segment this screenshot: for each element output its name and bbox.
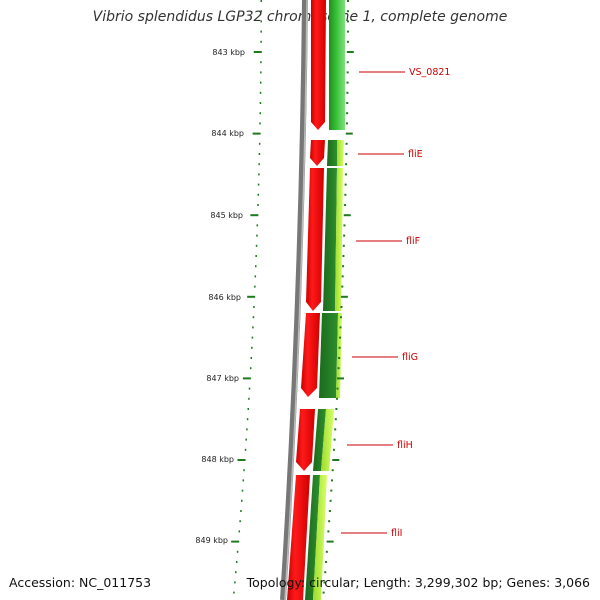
ruler-label: 849 kbp (195, 536, 228, 545)
gene-arrow-flii[interactable] (287, 475, 310, 600)
genome-title: Vibrio splendidus LGP32 chromosome 1, co… (92, 9, 508, 25)
ruler-labels: 843 kbp 844 kbp 845 kbp 846 kbp 847 kbp … (195, 48, 245, 545)
gene-label-vs0821[interactable]: VS_0821 (409, 67, 450, 78)
ruler-label: 848 kbp (201, 455, 234, 464)
band-flif-light (335, 168, 343, 311)
band-flih (313, 409, 326, 471)
chromosome-backbone (280, 0, 308, 600)
band-flig (319, 313, 338, 398)
gene-arrow-flie[interactable] (310, 140, 325, 166)
band-flig-light (336, 313, 342, 398)
ruler-ticks (231, 0, 262, 594)
strand-ticks (322, 0, 354, 594)
ruler-label: 847 kbp (206, 374, 239, 383)
band-flif (323, 168, 337, 311)
reverse-strand-genes (305, 0, 345, 600)
ruler-label: 843 kbp (212, 48, 245, 57)
gene-arrow-flif[interactable] (306, 168, 324, 311)
forward-strand-genes (287, 0, 326, 600)
gene-arrow-flig[interactable] (301, 313, 320, 397)
gene-arrow-flih[interactable] (296, 409, 315, 471)
ruler-label: 846 kbp (208, 293, 241, 302)
gene-leaders (341, 71, 405, 534)
gene-label-flii[interactable]: fliI (391, 528, 402, 539)
gene-label-flih[interactable]: fliH (397, 440, 413, 451)
chromosome-backbone-highlight (284, 0, 308, 600)
gene-arrow-vs0821[interactable] (311, 0, 326, 130)
gene-label-flie[interactable]: fliE (408, 149, 423, 160)
band-flih-light (321, 409, 334, 471)
band-flie-light (337, 140, 344, 166)
band-flie (327, 140, 337, 166)
gene-label-flig[interactable]: fliG (402, 352, 418, 363)
ruler-label: 845 kbp (210, 211, 243, 220)
accession-text: Accession: NC_011753 (9, 575, 152, 590)
gene-label-flif[interactable]: fliF (406, 236, 420, 247)
genome-summary-text: Topology: circular; Length: 3,299,302 bp… (246, 575, 590, 590)
ruler-label: 844 kbp (211, 129, 244, 138)
band-vs0821 (329, 0, 345, 130)
band-flii (305, 475, 320, 600)
gene-labels: VS_0821 fliE fliF fliG fliH fliI (391, 67, 450, 539)
band-flii-light (313, 475, 327, 600)
